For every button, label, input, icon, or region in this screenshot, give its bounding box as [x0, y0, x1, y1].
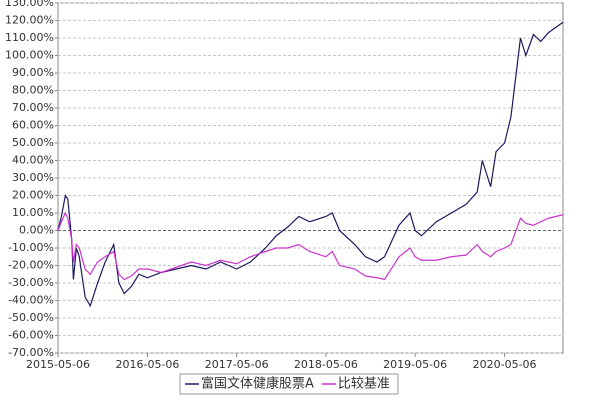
legend-label: 富国文体健康股票A — [201, 376, 314, 392]
y-tick-label: 90.00% — [12, 66, 54, 79]
x-tick-label: 2019-05-06 — [383, 358, 447, 371]
legend-label: 比较基准 — [338, 377, 390, 392]
y-tick-label: 80.00% — [12, 84, 54, 97]
x-tick-label: 2016-05-06 — [115, 358, 179, 371]
y-tick-label: -30.00% — [8, 276, 54, 289]
y-tick-label: 70.00% — [12, 101, 54, 114]
y-tick-label: -50.00% — [8, 311, 54, 324]
y-tick-label: 60.00% — [12, 119, 54, 132]
y-tick-label: 110.00% — [5, 31, 54, 44]
x-tick-label: 2015-05-06 — [26, 358, 90, 371]
y-tick-label: 40.00% — [12, 154, 54, 167]
legend-box — [179, 373, 399, 395]
y-tick-label: -70.00% — [8, 346, 54, 359]
x-tick-label: 2020-05-06 — [473, 358, 537, 371]
y-tick-label: 50.00% — [12, 136, 54, 149]
y-tick-label: -40.00% — [8, 294, 54, 307]
y-tick-label: 0.00% — [19, 224, 54, 237]
x-tick-label: 2018-05-06 — [294, 358, 358, 371]
x-tick-label: 2017-05-06 — [205, 358, 269, 371]
y-tick-label: -60.00% — [8, 329, 54, 342]
y-tick-label: 130.00% — [5, 0, 54, 9]
y-tick-label: -20.00% — [8, 259, 54, 272]
y-tick-label: 100.00% — [5, 49, 54, 62]
series-line — [57, 211, 564, 281]
y-tick-label: -10.00% — [8, 241, 54, 254]
y-tick-label: 20.00% — [12, 189, 54, 202]
y-tick-label: 120.00% — [5, 14, 54, 27]
series-line — [57, 21, 564, 308]
y-tick-label: 30.00% — [12, 171, 54, 184]
y-tick-label: 10.00% — [12, 206, 54, 219]
